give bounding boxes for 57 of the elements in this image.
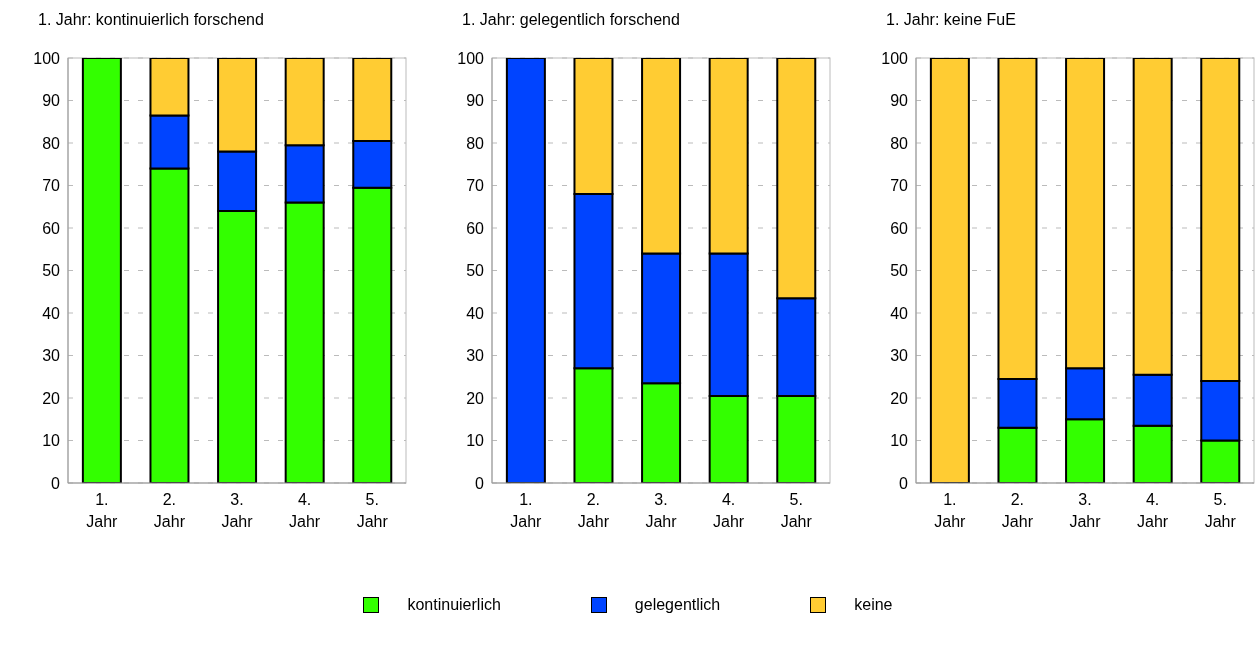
y-tick-label: 20 xyxy=(42,389,61,407)
y-tick-label: 70 xyxy=(890,177,909,195)
y-tick-label: 10 xyxy=(42,432,61,450)
x-tick-label: 5. Jahr xyxy=(780,491,813,530)
y-tick-label: 100 xyxy=(33,49,61,67)
bar xyxy=(81,58,122,483)
y-tick-label: 10 xyxy=(466,432,485,450)
y-tick-label: 80 xyxy=(42,134,61,152)
y-tick-label: 30 xyxy=(42,347,61,365)
x-tick-label: 1. Jahr xyxy=(934,491,967,530)
y-tick-label: 80 xyxy=(890,134,909,152)
x-tick-label: 3. Jahr xyxy=(645,491,678,530)
y-tick-label: 100 xyxy=(881,49,909,67)
chart-title: 1. Jahr: keine FuE xyxy=(886,10,1017,30)
y-tick-label: 90 xyxy=(466,92,485,110)
y-tick-label: 50 xyxy=(466,262,485,280)
y-tick-label: 60 xyxy=(466,219,485,237)
y-tick-label: 0 xyxy=(51,474,61,492)
legend-label: gelegentlich xyxy=(634,596,721,614)
x-tick-label: 1. Jahr xyxy=(510,491,543,530)
y-tick-label: 20 xyxy=(466,389,485,407)
y-tick-label: 60 xyxy=(42,219,61,237)
x-tick-label: 2. Jahr xyxy=(153,491,186,530)
y-tick-label: 0 xyxy=(475,474,485,492)
y-tick-label: 10 xyxy=(890,432,909,450)
y-tick-label: 90 xyxy=(890,92,909,110)
x-tick-label: 2. Jahr xyxy=(577,491,610,530)
chart-title: 1. Jahr: kontinuierlich forschend xyxy=(38,10,265,30)
legend-label: kontinuierlich xyxy=(407,596,501,614)
x-tick-label: 4. Jahr xyxy=(713,491,745,530)
y-tick-label: 100 xyxy=(457,49,485,67)
y-tick-label: 90 xyxy=(42,92,61,110)
x-tick-label: 4. Jahr xyxy=(289,491,321,530)
y-tick-label: 20 xyxy=(890,389,909,407)
x-tick-label: 2. Jahr xyxy=(1001,491,1034,530)
y-tick-label: 60 xyxy=(890,219,909,237)
y-tick-label: 50 xyxy=(890,262,909,280)
x-tick-label: 5. Jahr xyxy=(356,491,389,530)
y-tick-label: 40 xyxy=(466,304,485,322)
y-tick-label: 30 xyxy=(466,347,485,365)
y-tick-label: 30 xyxy=(890,347,909,365)
x-tick-label: 5. Jahr xyxy=(1204,491,1237,530)
x-tick-label: 3. Jahr xyxy=(1069,491,1102,530)
legend-label: keine xyxy=(854,596,893,614)
chart-title: 1. Jahr: gelegentlich forschend xyxy=(462,10,681,30)
y-tick-label: 70 xyxy=(466,177,485,195)
y-tick-label: 0 xyxy=(899,474,909,492)
y-tick-label: 80 xyxy=(466,134,485,152)
y-tick-label: 40 xyxy=(890,304,909,322)
x-tick-label: 3. Jahr xyxy=(221,491,254,530)
x-tick-label: 1. Jahr xyxy=(86,491,119,530)
y-tick-label: 50 xyxy=(42,262,61,280)
x-tick-label: 4. Jahr xyxy=(1137,491,1169,530)
bar xyxy=(505,58,546,483)
y-tick-label: 70 xyxy=(42,177,61,195)
y-tick-label: 40 xyxy=(42,304,61,322)
bar xyxy=(929,58,970,483)
